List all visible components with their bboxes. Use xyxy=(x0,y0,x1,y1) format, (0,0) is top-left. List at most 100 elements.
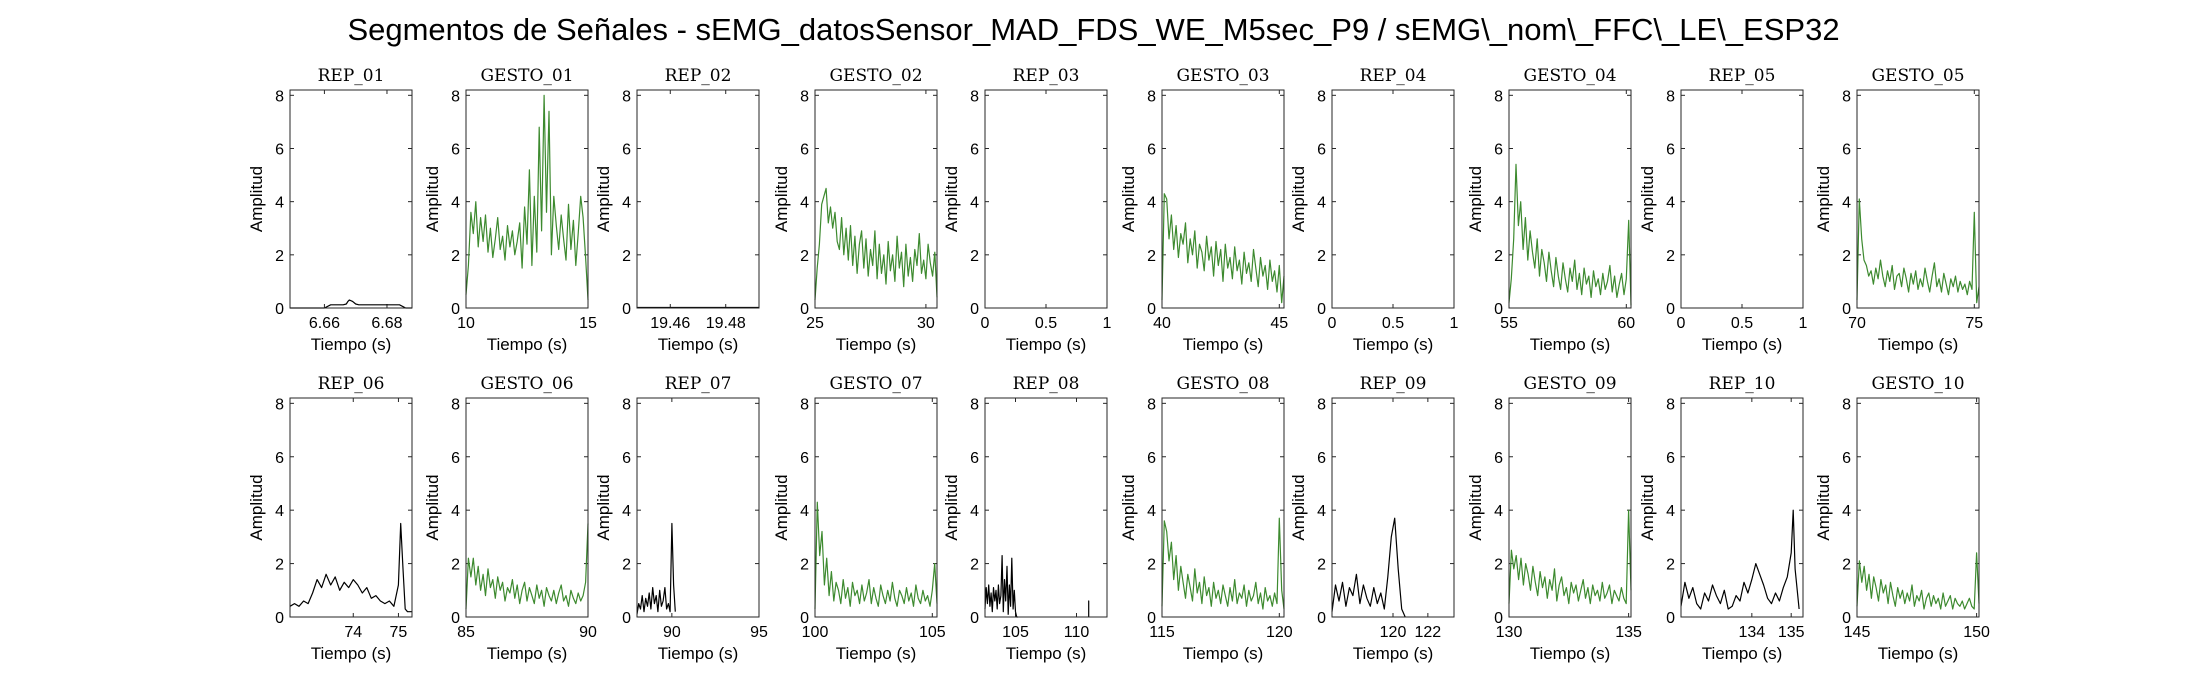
rep-01-series-line-1 xyxy=(290,299,412,309)
rep-10-xtick-label: 134 xyxy=(1738,624,1765,641)
rep-06-xtick-label: 74 xyxy=(344,624,362,641)
rep-08-series-line-1 xyxy=(984,554,1018,618)
rep-04-ylabel: Amplitud xyxy=(1289,166,1308,232)
gesto-10-ytick-label: 0 xyxy=(1842,610,1851,627)
gesto-01-axes-frame xyxy=(465,89,589,309)
gesto-07-ytick-label: 0 xyxy=(800,610,809,627)
rep-04-xtick-label: 1 xyxy=(1450,315,1459,332)
gesto-05-xtick-label: 70 xyxy=(1848,315,1866,332)
rep-10-series-line-1 xyxy=(1680,509,1800,610)
rep-01-xtick-label: 6.66 xyxy=(309,315,340,332)
gesto-04-ytick-label: 8 xyxy=(1494,88,1503,105)
rep-05-ytick-label: 6 xyxy=(1666,141,1675,158)
rep-03-ytick-label: 4 xyxy=(970,195,979,212)
gesto-05-ytick-label: 8 xyxy=(1842,88,1851,105)
rep-02-title: REP_02 xyxy=(665,66,732,86)
gesto-01-ytick-label: 2 xyxy=(451,248,460,265)
gesto-07-ytick-label: 6 xyxy=(800,450,809,467)
rep-03-axes-frame xyxy=(984,89,1108,309)
gesto-06-title: GESTO_06 xyxy=(480,374,573,394)
gesto-01-ytick-label: 0 xyxy=(451,301,460,318)
rep-08-axes-frame xyxy=(984,397,1108,618)
gesto-07-xlabel: Tiempo (s) xyxy=(836,644,917,663)
gesto-09-ytick-label: 6 xyxy=(1494,450,1503,467)
rep-03-ytick-label: 2 xyxy=(970,248,979,265)
gesto-06-ytick-label: 0 xyxy=(451,610,460,627)
rep-10-ytick-label: 6 xyxy=(1666,450,1675,467)
gesto-10-axes-frame xyxy=(1856,397,1980,618)
rep-09-ytick-label: 8 xyxy=(1317,396,1326,413)
rep-09-xlabel: Tiempo (s) xyxy=(1353,644,1434,663)
rep-10-ytick-label: 8 xyxy=(1666,396,1675,413)
gesto-02-title: GESTO_02 xyxy=(829,66,922,86)
rep-04-ytick-label: 6 xyxy=(1317,141,1326,158)
rep-10-axes-frame xyxy=(1680,397,1804,618)
rep-02-ytick-label: 4 xyxy=(622,195,631,212)
rep-02-xlabel: Tiempo (s) xyxy=(658,335,739,354)
rep-05-xtick-label: 0 xyxy=(1677,315,1686,332)
gesto-08-xtick-label: 120 xyxy=(1266,624,1293,641)
rep-08-xtick-label: 110 xyxy=(1064,624,1090,641)
gesto-07-ytick-label: 8 xyxy=(800,396,809,413)
gesto-10-ytick-label: 2 xyxy=(1842,557,1851,574)
rep-04-xtick-label: 0.5 xyxy=(1382,315,1404,332)
gesto-08-xtick-label: 115 xyxy=(1149,624,1175,641)
rep-10-xlabel: Tiempo (s) xyxy=(1702,644,1783,663)
gesto-06-ytick-label: 4 xyxy=(451,503,460,520)
rep-07-axes-frame xyxy=(636,397,760,618)
gesto-08-series-line-1 xyxy=(1161,517,1285,610)
rep-07-ytick-label: 8 xyxy=(622,396,631,413)
rep-04-ytick-label: 8 xyxy=(1317,88,1326,105)
gesto-08-title: GESTO_08 xyxy=(1176,374,1269,394)
rep-10-ylabel: Amplitud xyxy=(1638,474,1657,540)
rep-02-ytick-label: 6 xyxy=(622,141,631,158)
rep-10-ytick-label: 4 xyxy=(1666,503,1675,520)
gesto-10-xtick-label: 145 xyxy=(1844,624,1871,641)
rep-03-xtick-label: 0 xyxy=(981,315,990,332)
rep-06-xtick-label: 75 xyxy=(390,624,408,641)
gesto-09-ylabel: Amplitud xyxy=(1466,474,1485,540)
rep-03-ylabel: Amplitud xyxy=(942,166,961,232)
gesto-01-title: GESTO_01 xyxy=(480,66,573,86)
gesto-01-ytick-label: 8 xyxy=(451,88,460,105)
rep-02-axes-frame xyxy=(636,89,760,309)
gesto-04-ytick-label: 4 xyxy=(1494,195,1503,212)
rep-06-title: REP_06 xyxy=(318,374,385,394)
gesto-06-xlabel: Tiempo (s) xyxy=(487,644,568,663)
gesto-01-xtick-label: 15 xyxy=(579,315,597,332)
gesto-04-ytick-label: 6 xyxy=(1494,141,1503,158)
rep-09-axes-frame xyxy=(1331,397,1455,618)
rep-08-xtick-label: 105 xyxy=(1002,624,1029,641)
gesto-01-ytick-label: 6 xyxy=(451,141,460,158)
gesto-09-ytick-label: 2 xyxy=(1494,557,1503,574)
rep-05-ytick-label: 8 xyxy=(1666,88,1675,105)
rep-05-xtick-label: 1 xyxy=(1799,315,1808,332)
gesto-10-xlabel: Tiempo (s) xyxy=(1878,644,1959,663)
rep-02-xtick-label: 19.46 xyxy=(650,315,690,332)
rep-10-ytick-label: 0 xyxy=(1666,610,1675,627)
rep-07-title: REP_07 xyxy=(665,374,732,394)
rep-09-ytick-label: 2 xyxy=(1317,557,1326,574)
rep-02-ytick-label: 2 xyxy=(622,248,631,265)
gesto-05-ytick-label: 0 xyxy=(1842,301,1851,318)
gesto-09-ytick-label: 8 xyxy=(1494,396,1503,413)
gesto-10-ytick-label: 4 xyxy=(1842,503,1851,520)
rep-10-title: REP_10 xyxy=(1709,374,1776,394)
gesto-09-xtick-label: 130 xyxy=(1496,624,1523,641)
rep-05-ylabel: Amplitud xyxy=(1638,166,1657,232)
rep-08-ytick-label: 8 xyxy=(970,396,979,413)
gesto-03-xlabel: Tiempo (s) xyxy=(1183,335,1264,354)
rep-03-ytick-label: 0 xyxy=(970,301,979,318)
gesto-08-ytick-label: 6 xyxy=(1147,450,1156,467)
rep-01-ytick-label: 8 xyxy=(275,88,284,105)
rep-08-ytick-label: 0 xyxy=(970,610,979,627)
gesto-02-ytick-label: 8 xyxy=(800,88,809,105)
gesto-10-xtick-label: 150 xyxy=(1963,624,1990,641)
rep-03-xlabel: Tiempo (s) xyxy=(1006,335,1087,354)
gesto-04-ytick-label: 0 xyxy=(1494,301,1503,318)
gesto-05-axes-frame xyxy=(1856,89,1980,309)
rep-06-ytick-label: 2 xyxy=(275,557,284,574)
gesto-07-xtick-label: 105 xyxy=(919,624,946,641)
gesto-02-ytick-label: 4 xyxy=(800,195,809,212)
gesto-04-xtick-label: 60 xyxy=(1617,315,1635,332)
